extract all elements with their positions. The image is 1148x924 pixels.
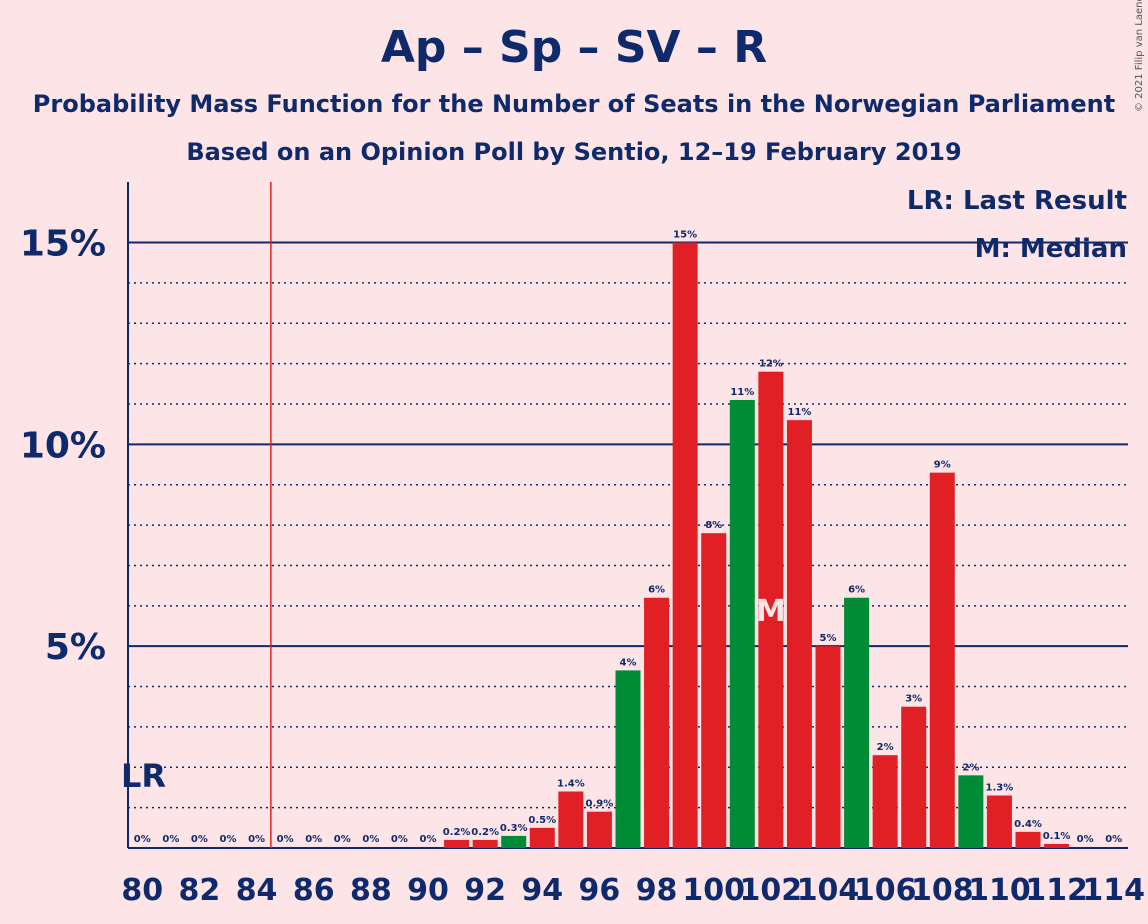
bar	[529, 827, 555, 848]
data-label: 0%	[1077, 834, 1094, 845]
data-label: 0.9%	[586, 799, 614, 810]
data-label: 0%	[248, 834, 265, 845]
x-tick-label: 94	[521, 873, 563, 908]
bar	[815, 646, 841, 848]
bar	[786, 420, 812, 848]
x-tick-label: 84	[236, 873, 278, 908]
data-label: 11%	[730, 387, 754, 398]
data-label: 12%	[759, 359, 783, 370]
x-tick-label: 112	[1025, 873, 1088, 908]
y-tick-label: 10%	[20, 425, 106, 466]
x-tick-label: 90	[407, 873, 449, 908]
last-result-label: LR	[121, 757, 166, 795]
bar	[672, 242, 698, 848]
bar	[701, 533, 727, 848]
bar	[901, 706, 927, 848]
bar	[444, 839, 470, 848]
y-tick-label: 15%	[20, 224, 106, 265]
chart-subtitle-source: Based on an Opinion Poll by Sentio, 12–1…	[186, 138, 962, 166]
data-label: 2%	[877, 742, 894, 753]
data-label: 0.4%	[1014, 819, 1042, 830]
data-label: 3%	[905, 694, 922, 705]
x-tick-label: 108	[911, 873, 974, 908]
bar	[986, 795, 1012, 848]
data-label: 8%	[705, 520, 722, 531]
data-label: 6%	[848, 585, 865, 596]
bar	[472, 839, 498, 848]
bar	[758, 371, 784, 848]
bar	[615, 670, 641, 848]
bar	[958, 775, 984, 848]
x-tick-label: 114	[1082, 873, 1145, 908]
x-tick-label: 106	[854, 873, 917, 908]
data-label: 1.4%	[557, 778, 585, 789]
median-marker: M	[756, 594, 786, 629]
data-label: 0.2%	[443, 827, 471, 838]
data-label: 9%	[934, 460, 951, 471]
chart-subtitle: Probability Mass Function for the Number…	[32, 90, 1116, 118]
chart-title: Ap – Sp – SV – R	[380, 22, 768, 73]
data-label: 0%	[305, 834, 322, 845]
y-tick-label: 5%	[45, 627, 106, 668]
bar	[872, 755, 898, 848]
data-label: 0%	[220, 834, 237, 845]
data-label: 2%	[962, 762, 979, 773]
data-label: 6%	[648, 585, 665, 596]
x-tick-label: 98	[636, 873, 678, 908]
legend-median: M: Median	[975, 234, 1127, 264]
bar	[644, 597, 670, 848]
x-tick-label: 102	[740, 873, 803, 908]
bar	[501, 835, 527, 848]
data-label: 15%	[673, 230, 697, 241]
bar	[729, 399, 755, 848]
x-tick-label: 82	[179, 873, 221, 908]
x-tick-label: 86	[293, 873, 335, 908]
x-tick-label: 96	[579, 873, 621, 908]
bar	[844, 597, 870, 848]
data-label: 4%	[620, 657, 637, 668]
x-tick-label: 80	[121, 873, 163, 908]
bar	[558, 791, 584, 848]
data-label: 0%	[162, 834, 179, 845]
data-label: 11%	[787, 407, 811, 418]
x-tick-label: 104	[797, 873, 860, 908]
x-tick-label: 92	[464, 873, 506, 908]
data-label: 0.5%	[528, 815, 556, 826]
legend-last-result: LR: Last Result	[907, 186, 1127, 216]
x-tick-label: 110	[968, 873, 1031, 908]
data-label: 0%	[362, 834, 379, 845]
bar	[1044, 843, 1070, 848]
data-label: 0%	[191, 834, 208, 845]
bar	[929, 472, 955, 848]
bar	[586, 811, 612, 848]
data-label: 0%	[420, 834, 437, 845]
data-label: 1.3%	[986, 783, 1014, 794]
data-label: 0%	[1105, 834, 1122, 845]
x-tick-label: 88	[350, 873, 392, 908]
data-label: 0.3%	[500, 823, 528, 834]
data-label: 0%	[277, 834, 294, 845]
data-label: 0.2%	[471, 827, 499, 838]
bar	[1015, 831, 1041, 848]
data-label: 0%	[134, 834, 151, 845]
data-label: 0.1%	[1043, 831, 1071, 842]
data-label: 0%	[334, 834, 351, 845]
data-label: 0%	[391, 834, 408, 845]
data-label: 5%	[820, 633, 837, 644]
x-tick-label: 100	[682, 873, 745, 908]
